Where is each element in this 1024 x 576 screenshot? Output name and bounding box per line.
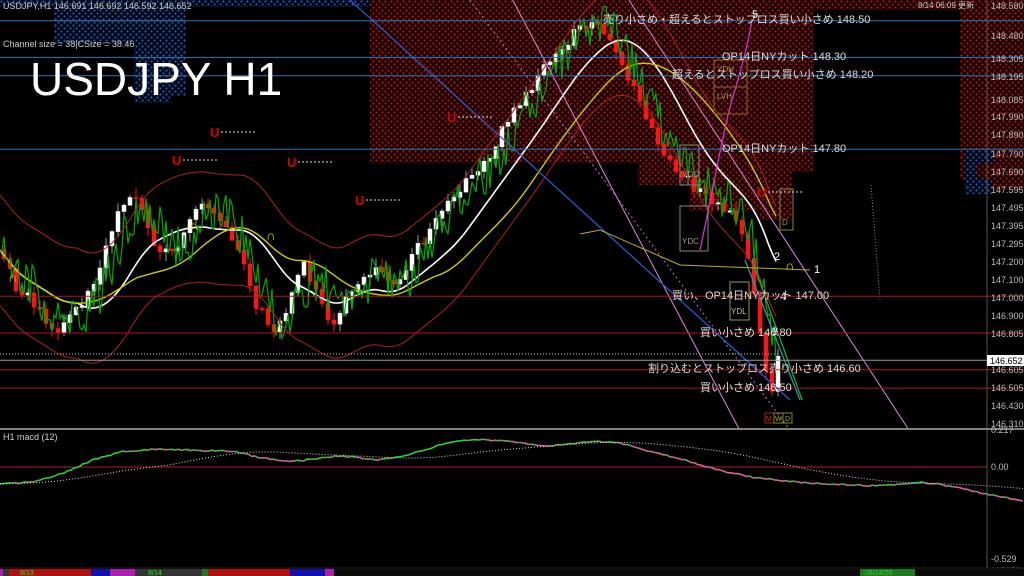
svg-text:H1 macd (12): H1 macd (12) [3, 432, 58, 442]
svg-text:0.00: 0.00 [991, 462, 1009, 472]
svg-text:8/13: 8/13 [20, 570, 34, 576]
svg-text:0.217: 0.217 [991, 425, 1014, 435]
svg-text:08/14/25: 08/14/25 [865, 570, 892, 576]
svg-text:-0.529: -0.529 [991, 554, 1017, 564]
svg-text:8/14: 8/14 [148, 570, 162, 576]
